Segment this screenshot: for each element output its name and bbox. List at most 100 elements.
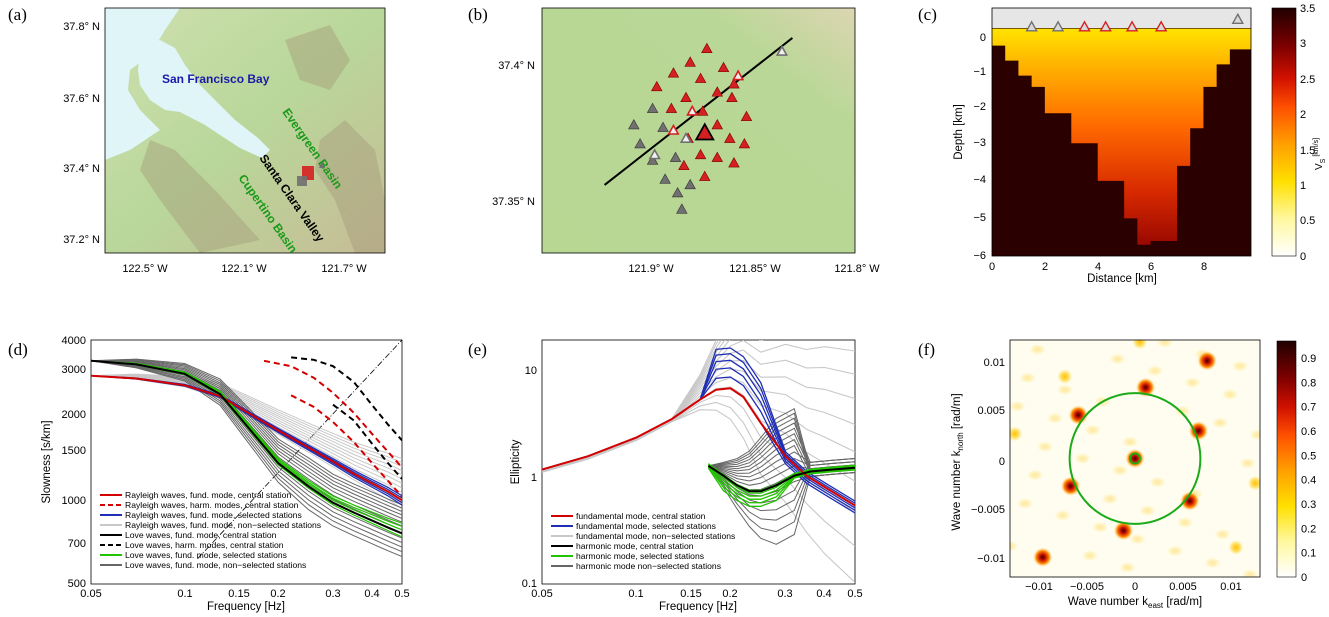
e-xtick: 0.3 bbox=[777, 588, 792, 600]
fk-background-blob bbox=[1118, 561, 1137, 574]
fk-peak bbox=[1188, 420, 1209, 441]
d-ytick: 1500 bbox=[62, 445, 86, 457]
station-red-marker bbox=[696, 105, 709, 116]
profile-station-marker bbox=[1025, 20, 1038, 32]
fk-peak bbox=[1227, 539, 1244, 556]
e-plot-area bbox=[542, 340, 855, 583]
b-lat-tick: 37.35° N bbox=[492, 196, 535, 208]
love-harmonic-curve bbox=[290, 356, 402, 442]
fk-background-blob bbox=[1138, 504, 1157, 517]
station-red-marker bbox=[684, 56, 696, 67]
e-harmonic-selected-curve bbox=[707, 466, 855, 504]
f-ytick: −0.005 bbox=[971, 504, 1005, 516]
fk-background-blob bbox=[1146, 364, 1164, 377]
d-xtick: 0.2 bbox=[270, 588, 285, 600]
love-selected-curve bbox=[91, 360, 402, 524]
fk-background-blob bbox=[1108, 352, 1127, 365]
f-ylabel: Wave number knorth [rad/m] bbox=[951, 393, 965, 530]
d-ytick: 1000 bbox=[62, 495, 86, 507]
station-red-open-marker bbox=[686, 104, 699, 116]
panel-f: (f) 0.01 0.005 0 −0.005 −0.01 −0.01 −0.0… bbox=[918, 339, 1316, 610]
e-harmonic-selected-curve bbox=[707, 467, 855, 507]
d-legend-label: Love waves, fund. mode, non−selected sta… bbox=[125, 560, 306, 570]
center-marker bbox=[1129, 452, 1141, 465]
c-xlabel: Distance [km] bbox=[1087, 273, 1157, 285]
c-xtick: 4 bbox=[1095, 261, 1101, 273]
fk-background-blob bbox=[1176, 516, 1194, 529]
profile-line bbox=[603, 37, 794, 186]
e-harmonic-nonselected-curve bbox=[708, 427, 855, 468]
array-marker bbox=[297, 162, 325, 186]
station-gray-open-marker bbox=[679, 132, 693, 143]
love-nonselected-curve bbox=[91, 359, 402, 509]
love-nonselected-curve bbox=[91, 360, 402, 553]
station-gray-marker bbox=[628, 118, 640, 130]
station-red-marker bbox=[678, 159, 690, 171]
d-plot-area bbox=[91, 340, 402, 560]
d-legend-label: Rayleigh waves, fund. mode, non−selected… bbox=[125, 520, 321, 530]
f-ytick: 0.01 bbox=[984, 357, 1005, 369]
c-ylabel: Depth [km] bbox=[953, 104, 965, 160]
fk-background-blob bbox=[1046, 412, 1064, 425]
c-ytick: −3 bbox=[973, 137, 986, 149]
d-legend-label: Rayleigh waves, harm. modes, central sta… bbox=[125, 500, 299, 510]
station-red-marker bbox=[711, 151, 724, 162]
d-ytick: 700 bbox=[68, 538, 86, 550]
station-red-marker bbox=[667, 67, 680, 78]
station-gray-open-marker bbox=[775, 44, 789, 56]
d-ytick: 3000 bbox=[62, 364, 86, 376]
a-lat-tick: 37.8° N bbox=[63, 21, 100, 33]
b-lon-tick: 121.8° W bbox=[834, 263, 880, 275]
f-xtick: 0.005 bbox=[1169, 581, 1197, 593]
fk-background-blob bbox=[1148, 476, 1167, 489]
d-legend-label: Rayleigh waves, fund. mode, selected sta… bbox=[125, 510, 302, 520]
station-red-open-marker bbox=[732, 69, 745, 81]
f-xtick: 0 bbox=[1132, 581, 1138, 593]
fk-background-blob bbox=[1213, 528, 1232, 541]
f-cbar-tick: 0.5 bbox=[1301, 450, 1316, 462]
d-xtick: 0.05 bbox=[80, 588, 101, 600]
reference-line bbox=[197, 340, 402, 560]
f-cbar-tick: 0.8 bbox=[1301, 377, 1316, 389]
panel-c: (c) 0 −1 −2 −3 −4 −5 −6 0 2 4 6 8 Distan… bbox=[918, 3, 1327, 285]
fk-peak bbox=[1247, 475, 1260, 492]
fk-background-blob bbox=[1091, 521, 1109, 534]
station-red-marker bbox=[694, 148, 707, 160]
e-harmonic-nonselected-curve bbox=[708, 422, 855, 467]
station-red-marker bbox=[738, 137, 751, 149]
map-b-terrain bbox=[542, 8, 855, 253]
e-ytick: 1 bbox=[531, 472, 537, 484]
f-xtick: 0.01 bbox=[1220, 581, 1241, 593]
e-xtick: 0.1 bbox=[628, 588, 643, 600]
profile-station-marker bbox=[1154, 20, 1168, 32]
d-xtick: 0.3 bbox=[325, 588, 340, 600]
c-xtick: 6 bbox=[1148, 261, 1154, 273]
fk-peak bbox=[1056, 368, 1073, 385]
place-sf-bay: San Francisco Bay bbox=[162, 72, 270, 86]
fk-background-blob bbox=[1238, 457, 1257, 470]
e-ytick: 10 bbox=[525, 365, 537, 377]
station-gray-marker bbox=[657, 121, 669, 132]
love-nonselected-curve bbox=[91, 358, 402, 506]
d-legend-label: Rayleigh waves, fund. mode, central stat… bbox=[125, 490, 291, 500]
d-xtick: 0.15 bbox=[228, 588, 249, 600]
f-cbar-tick: 0.4 bbox=[1301, 475, 1316, 487]
d-legend-label: Love waves, fund. mode, central station bbox=[125, 530, 277, 540]
fk-background-blob bbox=[1111, 464, 1129, 477]
station-red-marker bbox=[651, 80, 663, 92]
d-xtick: 0.5 bbox=[394, 588, 409, 600]
c-cbar-tick: 2.5 bbox=[1300, 74, 1315, 86]
fk-peak bbox=[1197, 350, 1218, 371]
fk-background-blob bbox=[1073, 452, 1092, 465]
love-central-curve bbox=[91, 359, 402, 535]
fk-background-blob bbox=[1026, 469, 1044, 482]
e-ylabel: Ellipticity bbox=[510, 439, 522, 484]
e-legend: fundamental mode, central stationfundame… bbox=[551, 511, 735, 571]
c-xtick: 2 bbox=[1042, 261, 1048, 273]
fk-peak bbox=[1131, 340, 1148, 350]
f-cbar-tick: 0.1 bbox=[1301, 548, 1316, 560]
panel-b: (b) 37.4° N 37.35° N 121.9° W 121.85° W … bbox=[468, 5, 880, 275]
e-ytick: 0.1 bbox=[522, 578, 537, 590]
f-xtick: −0.005 bbox=[1070, 581, 1104, 593]
